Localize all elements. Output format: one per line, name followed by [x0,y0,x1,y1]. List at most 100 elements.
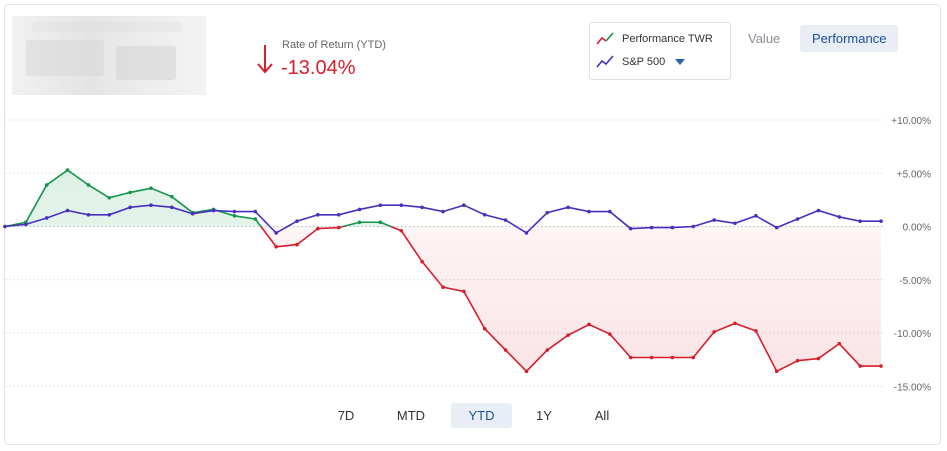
y-tick-label: +5.00% [897,169,931,180]
performance-point [816,356,821,361]
period-7d-button[interactable]: 7D [337,408,355,423]
toggle-performance-button[interactable]: Performance [800,25,899,52]
benchmark-point [608,209,612,214]
benchmark-point [274,231,278,235]
benchmark-point [441,209,445,214]
y-tick-label: -5.00% [899,276,931,287]
performance-point [503,348,508,352]
benchmark-point [336,212,341,217]
performance-point [712,330,716,334]
performance-point [670,355,675,360]
period-mtd-button[interactable]: MTD [396,408,426,423]
performance-point [587,322,591,327]
benchmark-point [86,212,91,217]
benchmark-point [3,224,7,229]
benchmark-point [316,212,320,217]
benchmark-point [399,203,404,207]
line-chart-red-green-icon [596,32,614,45]
benchmark-point [253,209,258,214]
benchmark-point [524,231,529,235]
benchmark-point [190,211,195,216]
y-tick-label: -15.00% [894,382,931,393]
performance-point [524,369,529,374]
performance-point [295,242,299,247]
performance-point [566,333,570,337]
performance-point [149,186,153,190]
performance-point [232,214,237,218]
performance-area-positive [5,170,881,227]
benchmark-point [44,216,49,220]
benchmark-point [462,203,466,207]
performance-point [44,183,49,187]
legend-label: S&P 500 [622,56,666,68]
line-chart-purple-icon [596,55,614,68]
performance-point [482,326,487,331]
benchmark-point [566,205,570,210]
benchmark-point [691,224,696,229]
performance-point [316,226,320,231]
benchmark-point [149,203,153,207]
performance-point [649,355,654,360]
performance-point [107,195,112,200]
performance-point [754,329,758,333]
benchmark-point [24,222,28,227]
y-tick-label: 0.00% [903,223,931,234]
benchmark-point [232,209,237,214]
ror-value: -13.04% [281,57,356,79]
period-1y-button[interactable]: 1Y [536,408,552,423]
performance-point [420,259,424,264]
performance-point [691,355,696,360]
performance-point [879,364,883,368]
performance-point [253,217,258,221]
benchmark-point [670,225,675,230]
performance-point [65,168,70,172]
performance-point [336,225,341,230]
performance-point [858,364,862,368]
benchmark-point [628,226,633,231]
benchmark-point [378,203,383,207]
ror-label: Rate of Return (YTD) [282,39,386,51]
period-all-button[interactable]: All [594,408,610,423]
legend-item-benchmark[interactable]: S&P 500 [596,54,686,70]
performance-point [628,355,633,360]
period-ytd-button[interactable]: YTD [451,403,512,428]
performance-point [733,321,737,326]
toggle-value-button[interactable]: Value [748,31,781,46]
performance-point [837,341,842,346]
performance-point [170,194,174,199]
performance-point [441,285,445,290]
benchmark-point [649,225,654,230]
benchmark-point [128,205,132,210]
performance-point [128,190,132,195]
benchmark-point [733,221,737,226]
benchmark-point [420,205,424,210]
performance-point [274,244,278,249]
performance-point [357,220,362,225]
performance-point [608,332,612,336]
benchmark-point [211,208,216,213]
arrow-down-icon [257,45,273,74]
legend-item-performance: Performance TWR [596,31,713,47]
y-tick-label: -10.00% [894,329,931,340]
performance-point [378,220,383,225]
performance-point [795,358,800,363]
benchmark-point [774,225,779,230]
benchmark-point [503,218,508,222]
performance-point [86,183,91,187]
benchmark-point [482,212,487,217]
performance-point [545,348,550,352]
y-tick-label: +10.00% [891,116,931,127]
benchmark-point [545,210,550,215]
benchmark-point [357,207,362,212]
performance-point [774,369,779,374]
benchmark-point [858,219,862,223]
benchmark-point [816,208,821,213]
benchmark-point [795,217,800,221]
chevron-down-icon[interactable] [675,59,686,65]
benchmark-point [837,215,842,219]
chart-legend: Performance TWR S&P 500 [589,22,731,80]
benchmark-point [170,205,174,210]
benchmark-point [879,219,883,223]
performance-point [399,228,404,233]
